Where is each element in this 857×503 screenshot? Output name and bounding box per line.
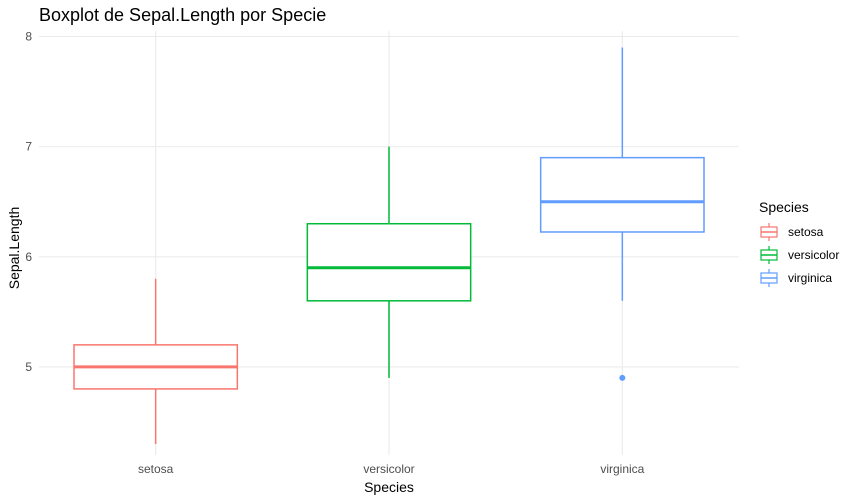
x-tick-label: virginica [600,462,644,476]
chart-title: Boxplot de Sepal.Length por Specie [39,5,326,25]
x-axis-title: Species [364,479,414,495]
box-versicolor [306,146,472,378]
legend-key-virginica [760,269,778,287]
legend: Species setosa versicolor virginica [759,199,839,287]
x-tick-label: versicolor [363,462,414,476]
y-tick-label: 7 [25,140,32,154]
y-tick-label: 6 [25,250,32,264]
outlier-point [619,374,626,381]
legend-label: versicolor [788,248,839,262]
tick-layer: 5 6 7 8 setosa versicolor virginica [25,30,644,476]
y-axis-title: Sepal.Length [6,207,22,290]
legend-key-versicolor [760,246,778,264]
legend-key-setosa [760,223,778,241]
y-tick-label: 8 [25,30,32,44]
x-tick-label: setosa [138,462,174,476]
legend-title: Species [759,199,809,215]
legend-label: virginica [788,271,832,285]
box-layer [73,47,705,444]
legend-label: setosa [788,225,824,239]
box-setosa [73,278,239,444]
box-body [539,156,705,233]
box-virginica [539,47,705,381]
box-body [306,222,472,302]
y-tick-label: 5 [25,360,32,374]
